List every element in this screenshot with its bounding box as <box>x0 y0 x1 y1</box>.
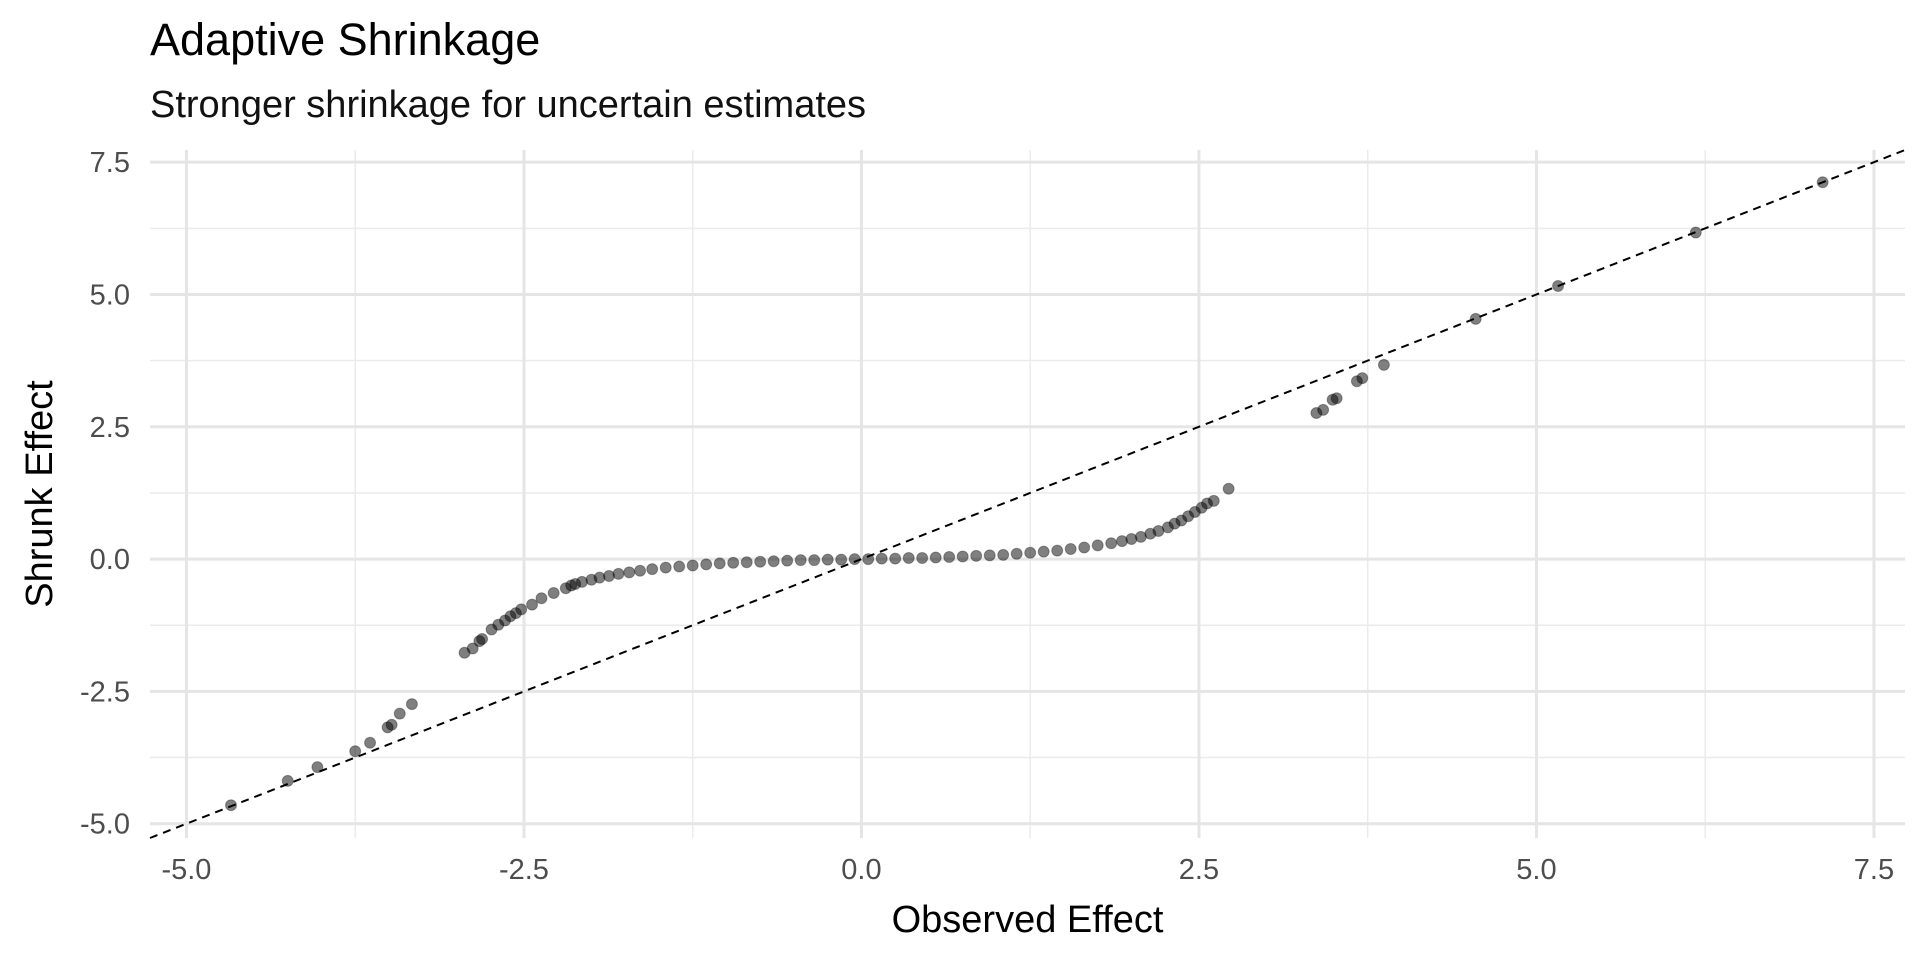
data-point <box>754 555 767 568</box>
data-point <box>1317 403 1330 416</box>
data-point <box>1207 494 1220 507</box>
data-point <box>956 550 969 563</box>
data-point <box>526 598 539 611</box>
data-point <box>929 551 942 564</box>
data-point <box>225 799 237 812</box>
data-point <box>1105 537 1118 550</box>
reference-line-layer <box>149 149 1906 839</box>
data-point <box>700 558 713 571</box>
x-tick-label: -5.0 <box>161 854 211 886</box>
data-point <box>659 561 672 574</box>
data-point <box>385 718 398 731</box>
data-point <box>1091 539 1104 552</box>
data-point <box>1689 226 1702 239</box>
y-tick-label: -5.0 <box>80 809 130 841</box>
data-point <box>875 552 888 565</box>
data-point <box>889 552 902 565</box>
data-point <box>916 552 929 565</box>
data-point <box>364 736 377 749</box>
data-point <box>466 642 479 655</box>
grid-major <box>150 150 1905 838</box>
data-point <box>673 560 686 573</box>
data-point <box>515 603 528 616</box>
x-tick-label: 0.0 <box>841 854 881 886</box>
data-point <box>1078 541 1091 554</box>
data-point <box>612 567 625 580</box>
data-point <box>943 550 956 563</box>
data-point <box>349 745 362 758</box>
data-point <box>1552 280 1565 293</box>
data-point <box>740 556 753 569</box>
y-tick-label: 2.5 <box>90 412 130 444</box>
x-tick-labels: -5.0 -2.5 0.0 2.5 5.0 7.5 <box>161 854 1894 886</box>
data-point <box>1051 544 1064 557</box>
data-point <box>713 557 726 570</box>
data-point <box>1024 546 1037 559</box>
data-point <box>476 633 489 646</box>
x-tick-label: 2.5 <box>1179 854 1219 886</box>
data-point <box>862 553 875 566</box>
data-point <box>686 559 699 572</box>
data-point <box>311 761 324 774</box>
data-point <box>535 592 548 605</box>
data-point <box>1816 176 1829 189</box>
y-axis-title: Shrunk Effect <box>19 380 61 608</box>
data-point <box>848 553 861 566</box>
y-tick-label: -2.5 <box>80 676 130 708</box>
data-point <box>1222 482 1235 495</box>
data-point <box>393 707 406 720</box>
data-point <box>1064 543 1077 556</box>
data-point <box>1330 392 1343 405</box>
data-point <box>547 586 560 599</box>
x-tick-label: -2.5 <box>499 854 549 886</box>
data-point <box>781 554 794 567</box>
chart-subtitle: Stronger shrinkage for uncertain estimat… <box>150 84 867 126</box>
data-point <box>970 549 983 562</box>
data-point <box>1356 372 1369 385</box>
data-point <box>821 553 834 566</box>
data-point <box>1010 547 1023 560</box>
y-tick-label: 7.5 <box>90 147 130 179</box>
x-tick-label: 5.0 <box>1516 854 1556 886</box>
data-point <box>902 552 915 565</box>
chart-title: Adaptive Shrinkage <box>150 14 541 65</box>
y-tick-labels: -5.0 -2.5 0.0 2.5 5.0 7.5 <box>80 147 130 841</box>
data-point <box>997 548 1010 561</box>
data-point <box>1469 312 1482 325</box>
data-point <box>623 566 636 579</box>
data-point <box>983 549 996 562</box>
data-point <box>646 563 659 576</box>
y-tick-label: 5.0 <box>90 279 130 311</box>
data-point <box>835 553 848 566</box>
data-point <box>808 554 821 567</box>
points-layer <box>225 176 1829 812</box>
data-point <box>1037 545 1050 558</box>
y-tick-label: 0.0 <box>90 544 130 576</box>
x-axis-title: Observed Effect <box>892 899 1164 941</box>
data-point <box>405 698 418 711</box>
data-point <box>727 556 740 569</box>
data-point <box>767 555 780 568</box>
data-point <box>634 564 647 577</box>
x-tick-label: 7.5 <box>1854 854 1894 886</box>
data-point <box>281 774 294 787</box>
data-point <box>794 554 807 567</box>
reference-line <box>149 149 1906 839</box>
data-point <box>1377 358 1390 371</box>
